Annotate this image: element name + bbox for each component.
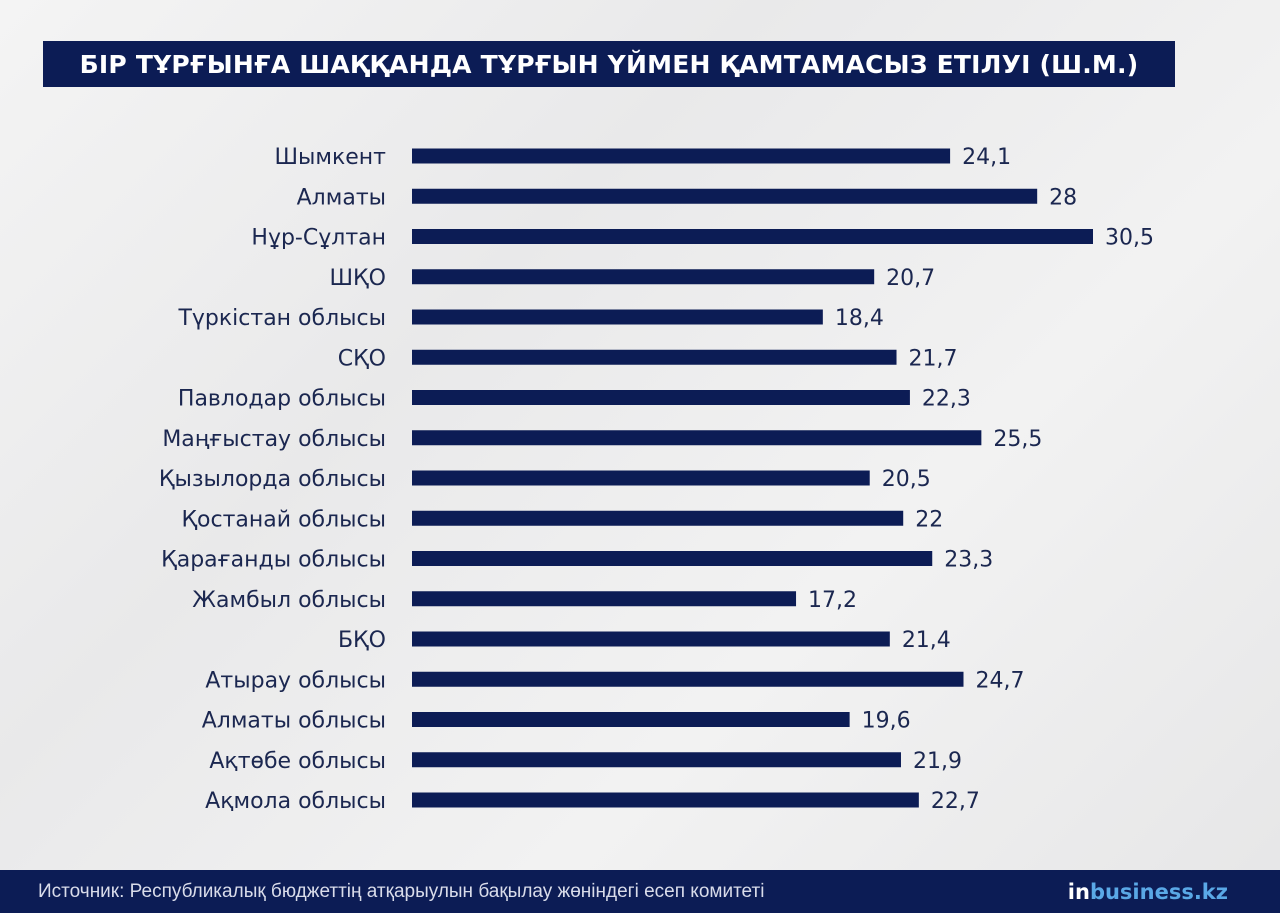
category-label: Қостанай облысы (181, 507, 386, 532)
bar (412, 712, 850, 727)
value-label: 21,9 (913, 749, 962, 774)
category-label: СҚО (338, 346, 386, 371)
value-label: 18,4 (835, 306, 884, 331)
value-label: 17,2 (808, 588, 857, 613)
bar (412, 631, 890, 647)
brand-logo[interactable]: in business.kz (1068, 880, 1228, 904)
category-label: БҚО (338, 628, 386, 653)
footer-bar: Источник: Республикалық бюджеттің атқары… (0, 870, 1280, 913)
bar (412, 551, 933, 566)
bar (412, 269, 875, 285)
bar (412, 148, 951, 164)
value-label: 28 (1049, 185, 1077, 210)
value-label: 25,5 (993, 427, 1042, 452)
category-label: Атырау облысы (205, 668, 386, 693)
bar (412, 309, 823, 325)
category-label: Ақтөбе облысы (209, 749, 386, 774)
category-label: Алматы облысы (202, 709, 386, 734)
bar (412, 430, 982, 446)
bar (412, 188, 1038, 204)
bars-layer: Шымкент 24,1 Алматы 28 Нұр-Сұлтан 30,5 ШҚО 20,7… (159, 145, 1154, 814)
bar (412, 752, 901, 768)
value-label: 21,4 (902, 628, 951, 653)
category-label: Шымкент (274, 145, 386, 170)
value-label: 30,5 (1105, 226, 1154, 251)
category-label: Ақмола облысы (205, 789, 386, 814)
value-label: 20,7 (886, 266, 935, 291)
value-label: 19,6 (862, 709, 911, 734)
category-label: Алматы (297, 185, 386, 210)
category-label: Маңғыстау облысы (162, 427, 386, 452)
brand-logo-business: business.kz (1089, 879, 1228, 904)
category-label: Қарағанды облысы (161, 548, 386, 573)
value-label: 24,1 (962, 145, 1011, 170)
value-label: 23,3 (944, 548, 993, 573)
bar (412, 349, 897, 365)
bar (412, 390, 910, 405)
value-label: 22,7 (931, 789, 980, 814)
brand-logo-in: in (1067, 879, 1090, 904)
category-label: Қызылорда облысы (159, 467, 386, 492)
category-label: Нұр-Сұлтан (251, 226, 386, 251)
bar (412, 792, 919, 808)
bar-chart: Шымкент 24,1 Алматы 28 Нұр-Сұлтан 30,5 ШҚО 20,7… (159, 145, 1154, 814)
bar (412, 510, 904, 526)
source-note: Источник: Республикалық бюджеттің атқары… (38, 880, 765, 902)
value-label: 22 (915, 507, 943, 532)
category-label: Павлодар облысы (178, 387, 386, 412)
value-label: 21,7 (909, 346, 958, 371)
category-label: ШҚО (330, 266, 386, 291)
value-label: 22,3 (922, 387, 971, 412)
chart-title-banner: БІР ТҰРҒЫНҒА ШАҚҚАНДА ТҰРҒЫН ҮЙМЕН ҚАМТА… (43, 41, 1175, 87)
value-label: 20,5 (882, 467, 931, 492)
chart-title: БІР ТҰРҒЫНҒА ШАҚҚАНДА ТҰРҒЫН ҮЙМЕН ҚАМТА… (79, 49, 1139, 79)
category-label: Жамбыл облысы (192, 588, 386, 613)
bar (412, 229, 1093, 244)
bar (412, 591, 797, 607)
category-label: Түркістан облысы (177, 306, 386, 331)
bar (412, 470, 870, 486)
bar (412, 671, 964, 687)
value-label: 24,7 (975, 668, 1024, 693)
